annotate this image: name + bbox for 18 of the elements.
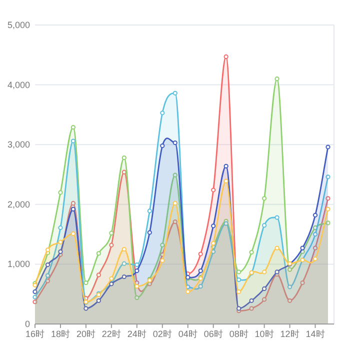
x-tick-label: 16时: [25, 329, 45, 339]
x-tick-label: 08时: [229, 329, 248, 339]
y-tick-label: 0: [24, 319, 30, 329]
x-tick-label: 22时: [102, 329, 121, 339]
x-tick-label: 02时: [152, 329, 172, 339]
y-tick-label: 5,000: [7, 20, 30, 30]
x-tick-label: 06时: [204, 329, 223, 339]
x-tick-label: 20时: [76, 329, 96, 339]
x-tick-label: 24时: [127, 329, 146, 339]
x-tick-label: 18时: [50, 329, 70, 339]
x-tick-label: 14时: [306, 329, 325, 339]
y-tick-label: 3,000: [7, 140, 30, 150]
x-tick-label: 12时: [280, 329, 300, 339]
y-tick-label: 2,000: [7, 199, 30, 210]
y-tick-label: 1,000: [7, 259, 30, 270]
y-tick-label: 4,000: [7, 80, 30, 90]
x-tick-label: 04时: [178, 329, 198, 339]
x-tick-label: 10时: [254, 329, 274, 339]
